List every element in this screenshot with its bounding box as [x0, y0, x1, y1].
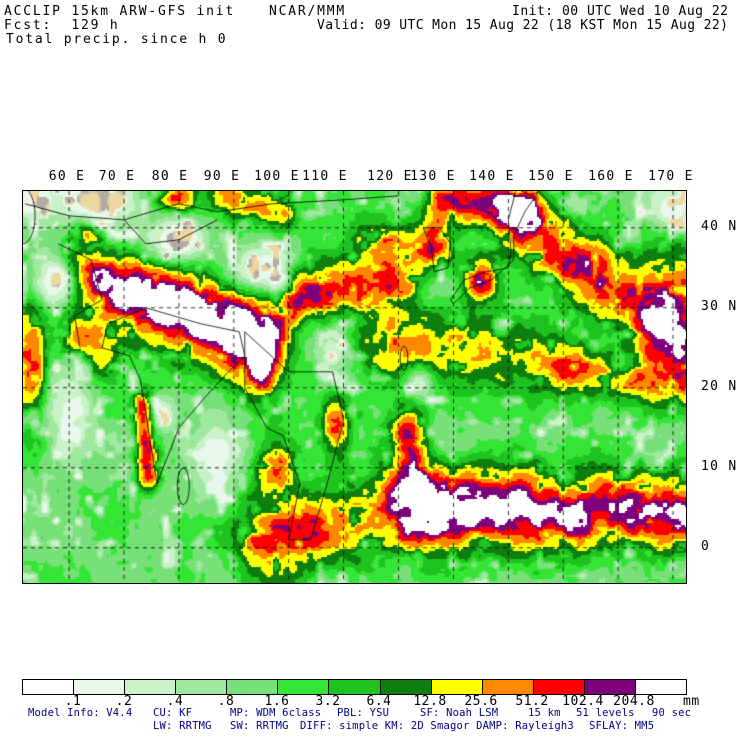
colorbar-tick-label: 102.4	[562, 694, 604, 709]
lon-tick-label: 80 E	[151, 169, 189, 184]
colorbar-segment	[635, 680, 687, 694]
colorbar-tick-label: 204.8	[613, 694, 655, 709]
colorbar-segment	[74, 680, 126, 694]
footer-item: DIFF: simple KM: 2D Smagor DAMP: Rayleig…	[300, 720, 574, 732]
map-frame	[22, 190, 687, 584]
lon-tick-label: 150 E	[528, 169, 574, 184]
footer-item: MP: WDM 6class	[230, 707, 322, 719]
lat-tick-label: 10 N	[701, 459, 738, 474]
lon-tick-label: 70 E	[98, 169, 136, 184]
colorbar-tick-label: .4	[166, 694, 184, 709]
lon-tick-label: 110 E	[302, 169, 348, 184]
colorbar-tick-label: 1.6	[264, 694, 290, 709]
colorbar-tick-label: 12.8	[413, 694, 447, 709]
colorbar-segment	[482, 680, 534, 694]
colorbar-segment	[125, 680, 177, 694]
colorbar-segment	[584, 680, 636, 694]
footer-item: 90 sec	[652, 707, 692, 719]
footer-item: SF: Noah LSM	[420, 707, 499, 719]
colorbar-segment	[278, 680, 330, 694]
colorbar-segment	[23, 680, 75, 694]
lat-tick-label: 40 N	[701, 219, 738, 234]
colorbar-segment	[533, 680, 585, 694]
precip-map-canvas	[23, 191, 686, 583]
lon-tick-label: 170 E	[648, 169, 694, 184]
lat-tick-label: 30 N	[701, 299, 738, 314]
lon-tick-label: 130 E	[410, 169, 456, 184]
footer-item: 15 km	[528, 707, 561, 719]
footer-item: SFLAY: MM5	[589, 720, 655, 732]
colorbar-segment	[227, 680, 279, 694]
colorbar-tick-label: 51.2	[515, 694, 549, 709]
precip-colorbar	[22, 679, 687, 695]
lon-tick-label: 160 E	[588, 169, 634, 184]
colorbar-segment	[380, 680, 432, 694]
model-title: ACCLIP 15km ARW-GFS init	[4, 4, 236, 19]
lon-tick-label: 140 E	[469, 169, 515, 184]
footer-item: LW: RRTMG	[153, 720, 212, 732]
variable-label: Total precip. since h 0	[6, 32, 228, 47]
init-time: Init: 00 UTC Wed 10 Aug 22	[512, 4, 729, 19]
colorbar-tick-label: 6.4	[366, 694, 392, 709]
org-label: NCAR/MMM	[269, 4, 347, 19]
forecast-hour: Fcst: 129 h	[4, 18, 120, 33]
lon-tick-label: 100 E	[254, 169, 300, 184]
footer-item: 51 levels	[576, 707, 635, 719]
colorbar-tick-label: .8	[217, 694, 235, 709]
lat-tick-label: 20 N	[701, 379, 738, 394]
valid-time: Valid: 09 UTC Mon 15 Aug 22 (18 KST Mon …	[317, 18, 729, 33]
colorbar-segment	[176, 680, 228, 694]
colorbar-segment	[329, 680, 381, 694]
lat-tick-label: 0	[701, 539, 711, 554]
footer-item: Model Info: V4.4	[28, 707, 133, 719]
colorbar-tick-label: 3.2	[315, 694, 341, 709]
footer-item: SW: RRTMG	[230, 720, 289, 732]
colorbar-segment	[431, 680, 483, 694]
footer-item: PBL: YSU	[337, 707, 390, 719]
footer-item: CU: KF	[153, 707, 193, 719]
lon-tick-label: 60 E	[48, 169, 86, 184]
lon-tick-label: 120 E	[367, 169, 413, 184]
colorbar-tick-label: .1	[64, 694, 82, 709]
lon-tick-label: 90 E	[203, 169, 241, 184]
colorbar-tick-label: .2	[115, 694, 133, 709]
colorbar-unit: mm	[683, 694, 700, 709]
colorbar-tick-label: 25.6	[464, 694, 498, 709]
